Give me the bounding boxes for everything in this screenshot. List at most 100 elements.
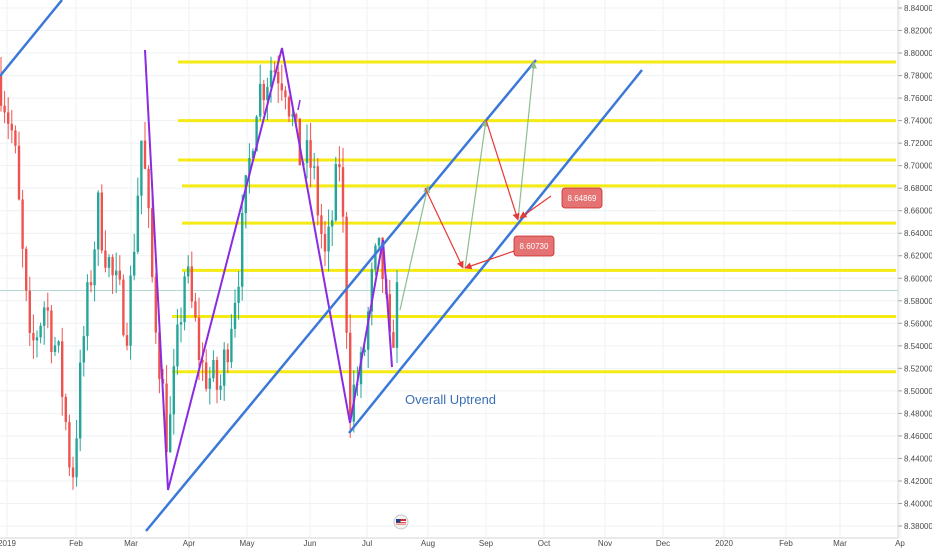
candle-body (97, 192, 100, 250)
candle-body (169, 414, 172, 453)
time-axis: 2019 Feb Mar Apr May Jun Jul Aug Sep Oct Nov Dec 202… (0, 537, 905, 548)
candle-body (107, 257, 111, 268)
projection-arrow-red (464, 247, 524, 270)
candle-body (140, 140, 143, 196)
y-tick-label: 8.80000 (904, 49, 932, 58)
candle-body (10, 123, 13, 131)
candle-body (273, 70, 276, 72)
candle-body (7, 112, 10, 124)
candle-body (25, 248, 28, 291)
price-callout-label: 8.64869 (568, 194, 597, 203)
candle-body (262, 83, 265, 101)
x-tick-label: Sep (479, 539, 494, 548)
price-callout-box[interactable] (513, 235, 555, 257)
x-tick-label: Nov (598, 539, 612, 548)
candle-body (183, 276, 186, 323)
candle-body (331, 220, 334, 227)
x-tick-label: Oct (538, 539, 551, 548)
y-tick-label: 8.40000 (904, 499, 932, 508)
y-tick-label: 8.46000 (904, 432, 932, 441)
candle-body (172, 366, 175, 415)
y-tick-label: 8.64000 (904, 229, 932, 238)
candle-body (125, 335, 129, 346)
candle-body (212, 360, 215, 379)
candle-body (248, 157, 251, 176)
candle-body (392, 332, 395, 348)
callouts: 8.64869 8.60730 (513, 187, 603, 257)
y-tick-label: 8.38000 (904, 522, 932, 531)
candle-body (118, 270, 121, 280)
candle-body (323, 233, 327, 252)
candle-body (241, 213, 244, 287)
candle-body (363, 349, 366, 353)
horizontal-levels (0, 60, 898, 374)
x-tick-label: Ap (895, 539, 905, 548)
x-tick-label: Mar (833, 539, 847, 548)
candle-body (370, 269, 373, 312)
candle-body (359, 352, 363, 385)
candle-body (71, 467, 75, 478)
candle-body (190, 266, 193, 302)
candle-body (165, 383, 168, 453)
purple-zigzag (144, 47, 393, 491)
candle-body (259, 83, 262, 117)
y-tick-label: 8.70000 (904, 162, 932, 171)
candle-body (327, 226, 330, 252)
candle-body (61, 341, 64, 397)
candle-body (266, 87, 269, 101)
projection-arrow-red (424, 187, 464, 269)
candle-body (237, 286, 240, 303)
flag-icon[interactable] (393, 514, 409, 530)
candle-body (287, 97, 291, 117)
x-tick-label: Dec (656, 539, 670, 548)
candle-body (215, 360, 219, 390)
candle-body (129, 275, 132, 346)
candle-body (284, 90, 287, 98)
candle-body (115, 270, 118, 276)
candle-body (316, 166, 319, 216)
candle-body (187, 266, 190, 277)
candle-body (82, 336, 85, 363)
y-tick-label: 8.84000 (904, 4, 932, 13)
overall-uptrend-label: Overall Uptrend (405, 392, 496, 407)
candle-body (46, 307, 49, 311)
candle-body (43, 307, 46, 326)
y-tick-label: 8.72000 (904, 139, 932, 148)
candle-body (395, 282, 399, 348)
y-tick-label: 8.58000 (904, 297, 932, 306)
candle-body (151, 208, 154, 278)
x-tick-label: Feb (69, 539, 83, 548)
candle-body (111, 257, 114, 276)
purple-zigzag-tick (297, 99, 301, 111)
candle-body (143, 140, 147, 169)
candle-body (255, 116, 258, 152)
candle-body (233, 302, 237, 329)
candle-body (75, 438, 78, 478)
projection-arrow-red (519, 195, 552, 219)
price-callout-box[interactable] (561, 187, 603, 209)
y-tick-label: 8.42000 (904, 477, 932, 486)
candle-body (64, 396, 67, 423)
candle-body (176, 324, 179, 367)
candle-body (219, 385, 222, 390)
y-tick-label: 8.44000 (904, 454, 932, 463)
upper-channel-trendline (145, 59, 537, 532)
candle-body (197, 317, 201, 361)
candle-body (334, 164, 337, 221)
y-tick-label: 8.52000 (904, 364, 932, 373)
candle-body (295, 114, 298, 119)
candle-body (86, 282, 89, 337)
candle-body (205, 362, 208, 389)
candle-body (367, 311, 370, 350)
candle-body (313, 166, 316, 168)
candle-body (17, 145, 21, 200)
candle-body (377, 237, 381, 246)
candle-body (244, 175, 247, 214)
candle-body (93, 249, 96, 286)
candle-body (68, 422, 71, 468)
candle-body (53, 345, 57, 352)
candle-body (100, 192, 103, 251)
x-tick-label: Mar (124, 539, 138, 548)
projection-arrow-green (399, 185, 431, 311)
